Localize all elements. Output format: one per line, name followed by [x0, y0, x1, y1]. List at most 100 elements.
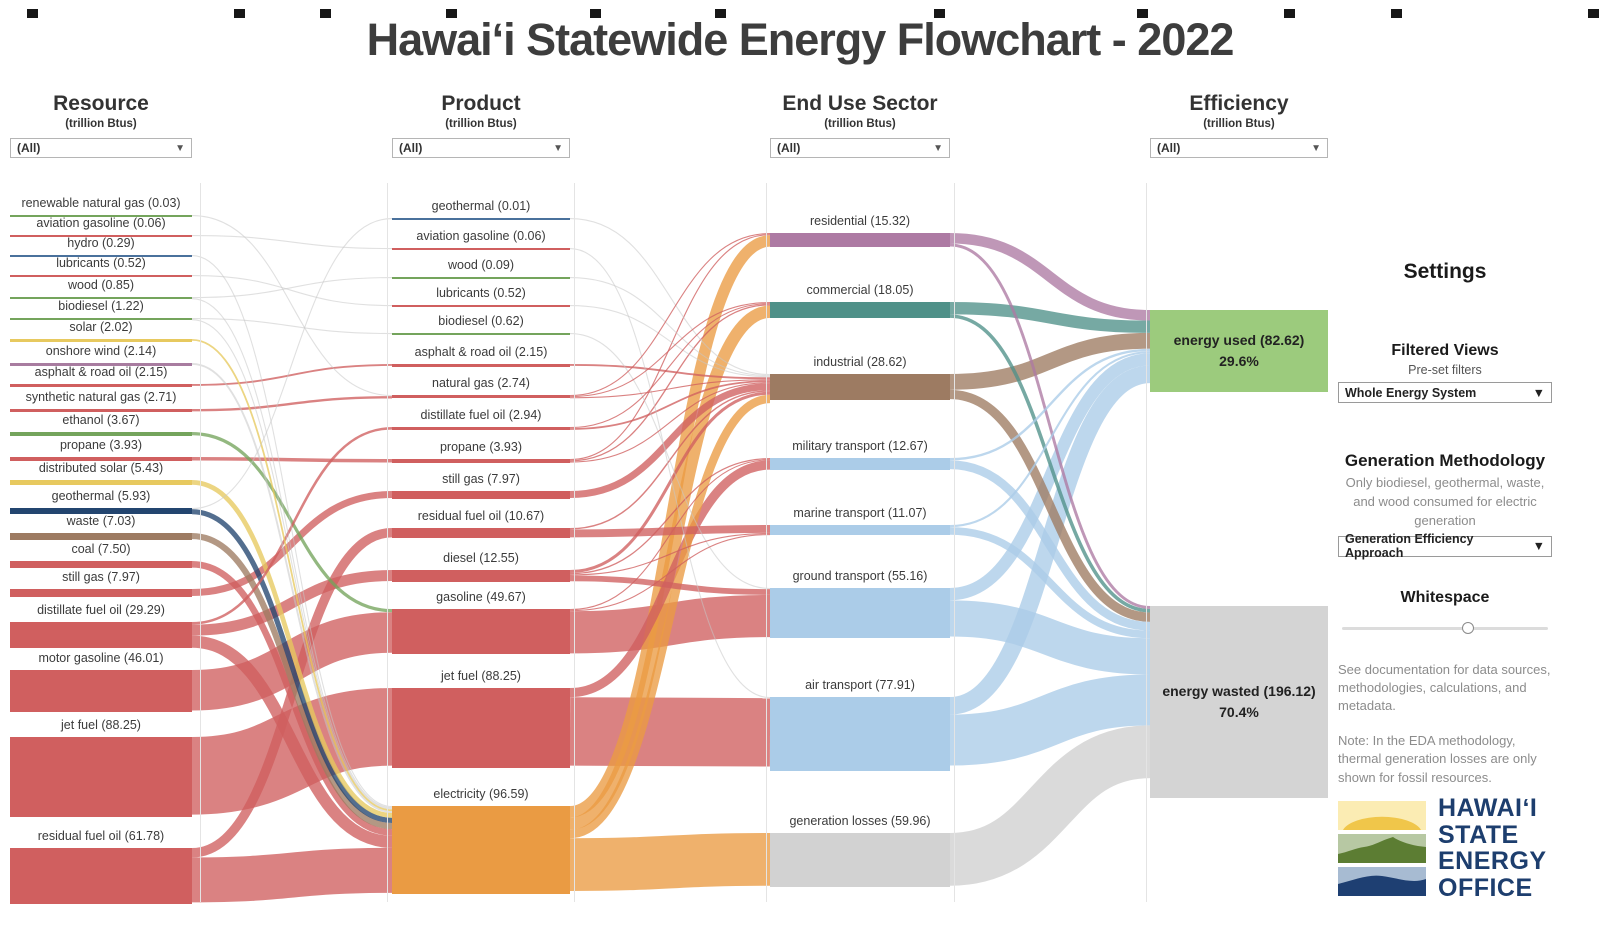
flow-e_air-f_waste[interactable]	[949, 674, 1151, 766]
sankey-node-e_air[interactable]	[770, 697, 950, 771]
sankey-node-r_coal[interactable]	[10, 561, 192, 568]
flow-r_wood-p_wood[interactable]	[191, 277, 393, 299]
sankey-node-p_jet[interactable]	[392, 688, 570, 768]
sankey-node-p_bio[interactable]	[392, 333, 570, 335]
flow-e_res-f_used[interactable]	[949, 233, 1151, 321]
flow-r_sng-p_ng[interactable]	[191, 396, 393, 412]
flow-r_waste-p_elec[interactable]	[191, 532, 393, 830]
flow-p_bio-e_grd[interactable]	[569, 333, 771, 590]
flow-r_solar-p_elec[interactable]	[191, 339, 393, 812]
sankey-node-r_wood[interactable]	[10, 297, 192, 299]
flow-r_dfo-p_diesel[interactable]	[191, 570, 393, 636]
sankey-node-e_mil[interactable]	[770, 458, 950, 470]
sankey-node-p_avgas[interactable]	[392, 248, 570, 250]
flow-r_geo-p_geo[interactable]	[191, 218, 393, 510]
sankey-node-r_sng[interactable]	[10, 409, 192, 412]
generation-methodology-dropdown[interactable]: Generation Efficiency Approach ▼	[1338, 532, 1552, 560]
sankey-node-p_elec[interactable]	[392, 806, 570, 894]
whitespace-slider[interactable]	[1338, 621, 1552, 635]
slider-track[interactable]	[1342, 626, 1548, 630]
sankey-node-r_rng[interactable]	[10, 215, 192, 217]
flow-p_geo-e_ind[interactable]	[569, 218, 771, 376]
sankey-node-r_wind[interactable]	[10, 363, 192, 366]
flow-p_rfo-e_mar[interactable]	[569, 525, 771, 538]
flow-p_dfo-e_ind[interactable]	[569, 380, 771, 430]
flow-r_rng-p_ng[interactable]	[191, 215, 393, 397]
flow-e_res-f_waste[interactable]	[949, 243, 1151, 609]
flow-e_grd-f_waste[interactable]	[949, 600, 1151, 675]
sankey-node-e_grd[interactable]	[770, 588, 950, 638]
sankey-node-e_res[interactable]	[770, 233, 950, 247]
sankey-node-r_geo[interactable]	[10, 508, 192, 514]
flow-r_bio-p_elec[interactable]	[191, 319, 393, 810]
sankey-node-r_mogas[interactable]	[10, 670, 192, 712]
flow-p_ng-e_ind[interactable]	[569, 379, 771, 399]
flow-p_diesel-e_mar[interactable]	[569, 532, 771, 576]
flow-r_dfo-p_dfo[interactable]	[191, 427, 393, 625]
flow-e_com-f_used[interactable]	[949, 302, 1151, 333]
flow-r_prop-p_prop[interactable]	[191, 456, 393, 463]
flow-r_dsol-p_elec[interactable]	[191, 479, 393, 818]
flow-r_eth-p_gas[interactable]	[191, 432, 393, 613]
flow-p_jet-e_air[interactable]	[569, 697, 771, 767]
sankey-node-e_com[interactable]	[770, 302, 950, 318]
flow-r_asph-p_asph[interactable]	[191, 364, 393, 386]
sankey-node-e_mar[interactable]	[770, 525, 950, 535]
flow-p_ng-e_com[interactable]	[569, 302, 771, 398]
flow-p_gas-e_mar[interactable]	[569, 534, 771, 612]
flow-r_lub-p_lub[interactable]	[191, 275, 393, 307]
flow-r_coal-p_elec[interactable]	[191, 561, 393, 836]
sankey-node-r_avgas[interactable]	[10, 235, 192, 237]
sankey-node-p_prop[interactable]	[392, 459, 570, 463]
sankey-node-r_waste[interactable]	[10, 533, 192, 540]
flow-p_prop-e_ind[interactable]	[569, 382, 771, 463]
sankey-node-p_diesel[interactable]	[392, 570, 570, 582]
flow-p_wood-e_ind[interactable]	[569, 277, 771, 377]
sankey-node-p_rfo[interactable]	[392, 528, 570, 538]
resource-filter-dropdown[interactable]: (All) ▼	[10, 138, 192, 158]
sankey-node-r_jet[interactable]	[10, 737, 192, 817]
flow-p_still-e_ind[interactable]	[569, 383, 771, 499]
flow-e_gen-f_waste[interactable]	[948, 725, 1152, 886]
enduse-filter-dropdown[interactable]: (All) ▼	[770, 138, 950, 158]
sankey-node-r_asph[interactable]	[10, 384, 192, 387]
sankey-node-r_solar[interactable]	[10, 339, 192, 342]
sankey-node-r_hydro[interactable]	[10, 255, 192, 257]
sankey-node-p_wood[interactable]	[392, 277, 570, 279]
flow-e_com-f_waste[interactable]	[949, 314, 1151, 613]
sankey-node-f_waste[interactable]	[1150, 606, 1328, 798]
flow-e_mil-f_waste[interactable]	[949, 460, 1151, 631]
slider-thumb[interactable]	[1462, 621, 1475, 634]
efficiency-filter-dropdown[interactable]: (All) ▼	[1150, 138, 1328, 158]
sankey-node-r_eth[interactable]	[10, 432, 192, 436]
filtered-views-dropdown[interactable]: Whole Energy System ▼	[1338, 382, 1552, 403]
sankey-node-p_dfo[interactable]	[392, 427, 570, 430]
flow-r_hydro-p_elec[interactable]	[191, 255, 393, 808]
flow-p_ng-e_res[interactable]	[569, 233, 771, 397]
sankey-node-e_gen[interactable]	[770, 833, 950, 887]
flow-p_prop-e_com[interactable]	[569, 304, 771, 462]
sankey-node-r_rfo[interactable]	[10, 848, 192, 904]
flow-e_ind-f_waste[interactable]	[949, 389, 1151, 622]
sankey-node-r_bio[interactable]	[10, 318, 192, 320]
sankey-node-p_lub[interactable]	[392, 305, 570, 307]
flow-p_jet-e_mil[interactable]	[569, 460, 771, 698]
flow-r_still-p_still[interactable]	[191, 491, 393, 597]
flow-r_wind-p_elec[interactable]	[191, 363, 393, 813]
flow-r_rfo-p_elec[interactable]	[191, 847, 393, 903]
flow-p_diesel-e_ind[interactable]	[569, 391, 771, 574]
flow-p_lub-e_ind[interactable]	[569, 305, 771, 378]
sankey-node-f_used[interactable]	[1150, 310, 1328, 392]
flow-p_elec-e_gen[interactable]	[569, 832, 771, 891]
flow-p_diesel-e_grd[interactable]	[569, 575, 771, 595]
flow-e_grd-f_used[interactable]	[949, 353, 1151, 601]
sankey-node-p_still[interactable]	[392, 491, 570, 499]
flow-p_gas-e_mil[interactable]	[569, 459, 771, 611]
flow-r_wood-p_elec[interactable]	[191, 298, 393, 809]
flow-p_dfo-e_com[interactable]	[569, 303, 771, 429]
flow-p_avgas-e_air[interactable]	[569, 248, 771, 699]
flow-e_mil-f_used[interactable]	[949, 348, 1151, 461]
sankey-node-r_dfo[interactable]	[10, 622, 192, 648]
flow-r_dfo-p_elec[interactable]	[191, 635, 393, 848]
sankey-node-r_dsol[interactable]	[10, 480, 192, 485]
